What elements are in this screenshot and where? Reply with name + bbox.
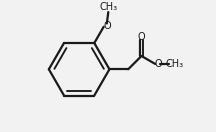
Text: O: O	[154, 59, 162, 69]
Text: O: O	[138, 32, 145, 42]
Text: CH₃: CH₃	[99, 2, 117, 12]
Text: O: O	[103, 21, 111, 31]
Text: CH₃: CH₃	[165, 59, 183, 69]
